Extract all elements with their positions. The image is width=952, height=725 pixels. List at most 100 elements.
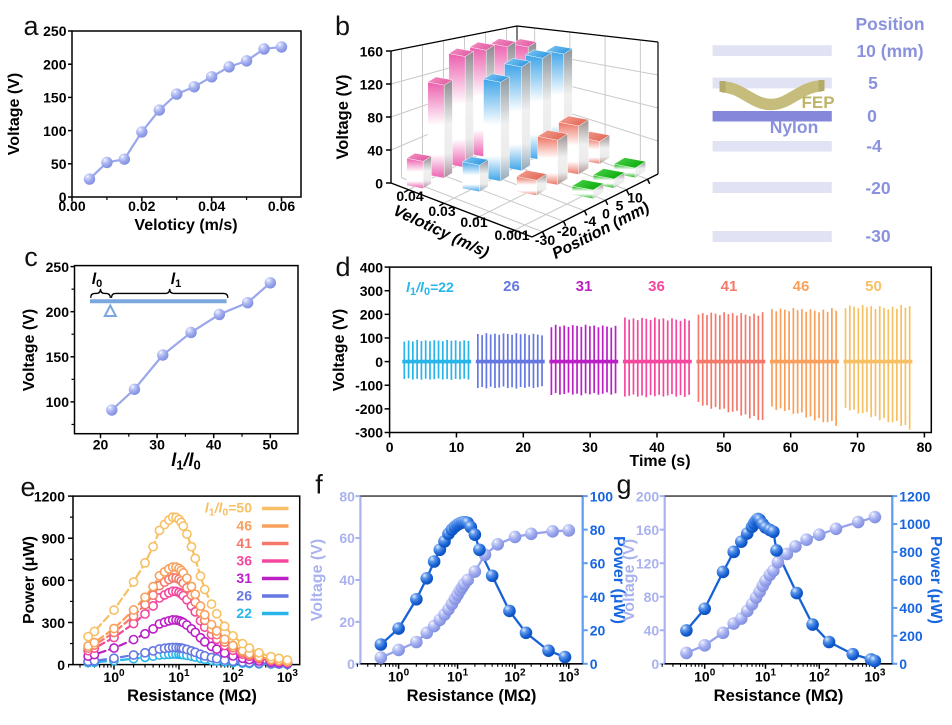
svg-text:0: 0 [590,656,598,672]
svg-text:41: 41 [236,535,252,551]
svg-text:b: b [335,11,350,41]
svg-text:40: 40 [649,439,665,455]
svg-text:70: 70 [850,439,866,455]
svg-text:Voltage (V): Voltage (V) [6,73,23,155]
svg-text:Voltage (V): Voltage (V) [621,539,638,621]
svg-text:0: 0 [386,439,394,455]
svg-text:80: 80 [367,110,383,126]
svg-text:100: 100 [43,123,67,139]
svg-text:Position: Position [855,14,924,34]
svg-text:200: 200 [46,304,70,320]
svg-text:f: f [315,470,323,500]
svg-text:0.00: 0.00 [58,198,85,214]
svg-text:Time (s): Time (s) [629,453,690,470]
svg-text:Power (μW): Power (μW) [610,536,627,624]
svg-text:l1/l0=50: l1/l0=50 [205,500,252,519]
svg-text:0.03: 0.03 [428,203,455,219]
svg-text:0.01: 0.01 [460,214,487,230]
svg-text:Veloticy (m/s): Veloticy (m/s) [134,217,237,234]
svg-text:20: 20 [516,439,532,455]
svg-text:22: 22 [236,605,252,621]
svg-text:Power (μW): Power (μW) [21,536,38,624]
svg-text:150: 150 [46,349,70,365]
svg-text:80: 80 [917,439,933,455]
svg-text:40: 40 [644,623,660,639]
svg-text:50: 50 [51,156,67,172]
svg-text:50: 50 [716,439,732,455]
svg-text:46: 46 [236,518,252,534]
svg-text:0: 0 [57,657,65,673]
svg-text:40: 40 [206,437,222,453]
svg-text:-100: -100 [355,377,383,393]
svg-text:160: 160 [636,522,660,538]
svg-text:80: 80 [644,589,660,605]
svg-text:0: 0 [899,656,907,672]
svg-text:l1: l1 [171,271,182,290]
svg-text:100: 100 [46,394,70,410]
svg-text:41: 41 [721,278,738,295]
svg-text:30: 30 [582,439,598,455]
svg-text:e: e [20,472,35,502]
svg-text:1200: 1200 [34,489,65,505]
svg-text:0.02: 0.02 [128,198,155,214]
svg-text:1000: 1000 [899,516,930,532]
svg-text:FEP: FEP [801,93,834,112]
svg-text:30: 30 [149,437,165,453]
svg-text:0.04: 0.04 [396,188,423,204]
svg-text:26: 26 [236,588,252,604]
svg-text:200: 200 [899,628,923,644]
svg-text:1200: 1200 [899,488,930,504]
svg-text:120: 120 [360,77,384,93]
svg-text:36: 36 [648,278,665,295]
svg-text:300: 300 [42,615,66,631]
svg-text:0: 0 [375,176,383,192]
svg-text:46: 46 [793,278,810,295]
svg-text:31: 31 [236,570,252,586]
svg-text:-20: -20 [557,223,577,239]
svg-text:-30: -30 [535,232,555,248]
svg-text:100: 100 [590,488,614,504]
svg-text:d: d [335,252,350,282]
svg-text:0: 0 [602,206,610,222]
svg-text:Voltage (V): Voltage (V) [309,539,326,621]
svg-text:20: 20 [590,623,606,639]
svg-text:800: 800 [899,544,923,560]
svg-text:400: 400 [899,600,923,616]
svg-text:-4: -4 [866,136,882,156]
svg-text:g: g [616,470,631,500]
svg-text:60: 60 [339,530,355,546]
svg-text:50: 50 [263,437,279,453]
svg-text:31: 31 [576,278,593,295]
svg-text:c: c [24,242,38,272]
svg-text:Resistance (MΩ): Resistance (MΩ) [407,687,537,705]
svg-text:0: 0 [59,189,67,205]
svg-text:250: 250 [43,23,67,39]
svg-text:Power (μW): Power (μW) [927,536,944,624]
svg-text:0: 0 [375,354,383,370]
svg-text:Nylon: Nylon [770,117,819,137]
svg-text:20: 20 [339,614,355,630]
svg-text:l1/l0=22: l1/l0=22 [406,279,454,298]
svg-text:5: 5 [616,198,624,214]
svg-text:10 (mm): 10 (mm) [856,41,923,61]
svg-text:80: 80 [590,522,606,538]
svg-text:-20: -20 [865,178,891,198]
svg-text:150: 150 [43,90,67,106]
svg-text:-4: -4 [584,213,597,229]
svg-text:10: 10 [627,190,643,206]
svg-text:50: 50 [865,278,882,295]
svg-text:600: 600 [899,572,923,588]
svg-text:Resistance (MΩ): Resistance (MΩ) [127,687,257,705]
svg-text:600: 600 [42,573,66,589]
svg-text:-300: -300 [355,425,383,441]
svg-text:Voltage (V): Voltage (V) [334,75,352,160]
svg-text:-200: -200 [355,401,383,417]
svg-text:0: 0 [651,656,659,672]
svg-text:400: 400 [360,259,384,275]
svg-text:26: 26 [503,278,520,295]
svg-text:20: 20 [93,437,109,453]
svg-text:Voltage (V): Voltage (V) [331,309,348,391]
svg-text:0: 0 [347,656,355,672]
svg-text:200: 200 [636,488,660,504]
svg-text:250: 250 [46,259,70,275]
